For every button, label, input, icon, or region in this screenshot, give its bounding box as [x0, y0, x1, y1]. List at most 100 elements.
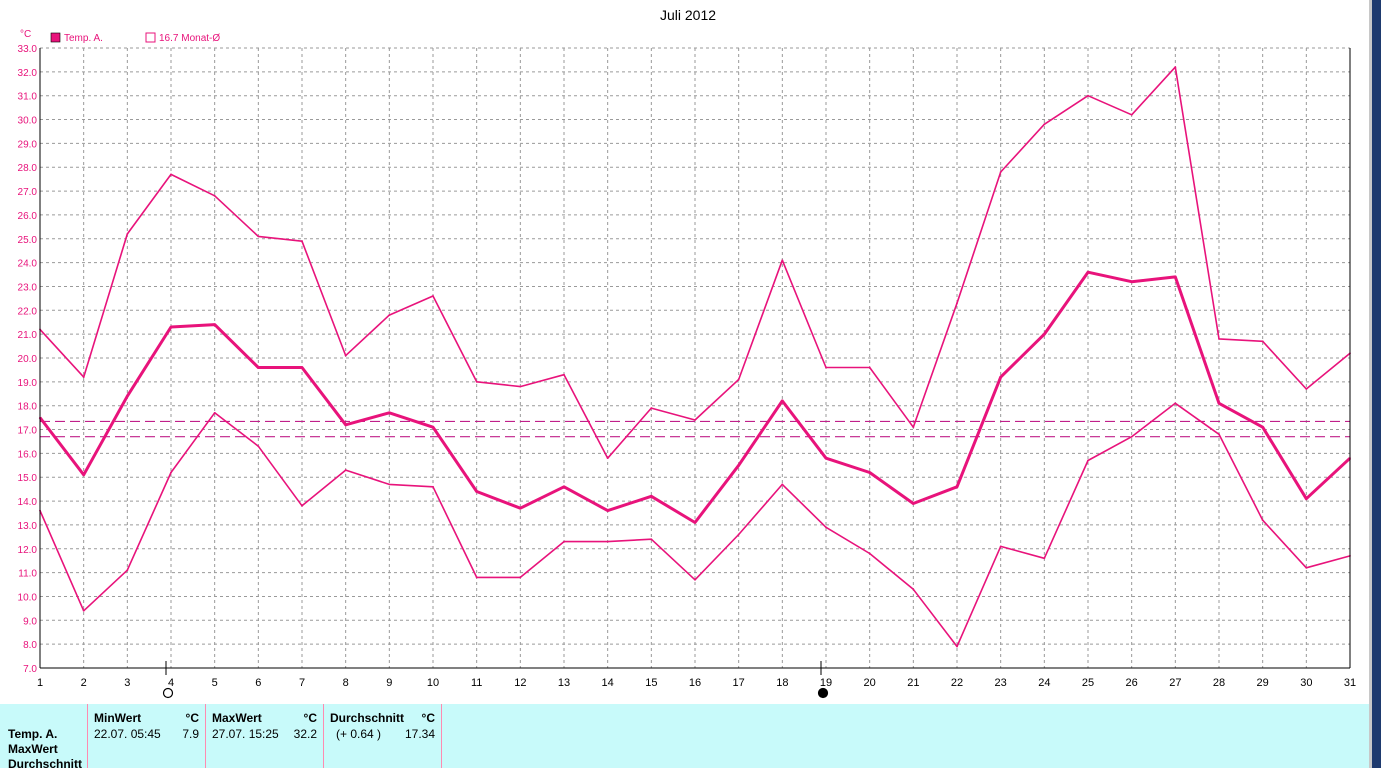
y-tick-label: 33.0 [18, 44, 38, 55]
x-tick-label: 20 [864, 677, 876, 689]
x-tick-label: 26 [1126, 677, 1138, 689]
data-point-mean [737, 464, 740, 467]
data-point-max [999, 171, 1002, 173]
y-tick-label: 14.0 [18, 497, 38, 508]
x-tick-label: 2 [81, 677, 87, 689]
data-point-max [868, 366, 871, 369]
chart-title: Juli 2012 [660, 7, 716, 23]
x-tick-label: 18 [776, 677, 788, 689]
data-point-mean [563, 485, 565, 488]
data-point-mean [1087, 271, 1089, 274]
data-point-mean [999, 376, 1002, 378]
x-tick-label: 9 [386, 677, 392, 689]
x-tick-label: 14 [602, 677, 614, 689]
legend-swatch-monthly-avg [145, 32, 156, 43]
y-tick-label: 30.0 [18, 116, 38, 127]
data-series [38, 66, 1352, 648]
x-tick-labels: 1 2 3 4 5 6 7 8 9 10 11 12 13 14 15 16 17 18 19 20 21 22 23 24 2… [37, 677, 1356, 689]
x-tick-label: 31 [1344, 677, 1356, 689]
data-point-mean [388, 411, 391, 414]
data-point-mean [1130, 280, 1133, 283]
min-value: 7.9 [182, 727, 199, 741]
x-tick-label: 30 [1300, 677, 1312, 689]
data-point-max [519, 385, 522, 388]
data-point-max [1130, 113, 1133, 116]
data-point-min [301, 504, 303, 507]
data-point-max [257, 235, 260, 238]
y-tick-label: 20.0 [18, 354, 38, 365]
data-point-mean [475, 490, 478, 493]
data-point-max [170, 173, 172, 176]
y-tick-label: 10.0 [18, 592, 38, 603]
data-point-min [606, 540, 609, 543]
legend-swatch-temp [50, 32, 61, 43]
data-point-max [213, 194, 216, 197]
y-tick-label: 21.0 [18, 330, 38, 341]
avg-header: Durchschnitt [330, 711, 405, 725]
data-point-max [737, 378, 740, 381]
data-point-min [170, 471, 172, 474]
y-tick-label: 26.0 [18, 211, 38, 222]
data-point-min [1130, 435, 1133, 438]
x-tick-label: 25 [1082, 677, 1094, 689]
data-point-min [737, 533, 740, 536]
y-tick-label: 7.0 [23, 664, 37, 675]
data-point-mean [606, 509, 609, 512]
y-tick-label: 8.0 [23, 640, 37, 651]
x-tick-label: 3 [124, 677, 130, 689]
x-tick-label: 15 [645, 677, 657, 689]
data-point-min [1261, 519, 1264, 522]
data-point-max [1218, 338, 1220, 340]
data-point-max [694, 419, 696, 421]
data-point-min [825, 526, 827, 529]
data-point-mean [956, 485, 958, 488]
data-point-max [432, 295, 434, 297]
data-point-min [781, 483, 784, 486]
y-tick-label: 18.0 [18, 402, 38, 413]
data-point-max [1261, 340, 1264, 343]
y-tick-label: 25.0 [18, 235, 38, 246]
moon-phase-markers [162, 661, 829, 699]
data-point-max [126, 233, 129, 235]
data-point-mean [257, 366, 260, 369]
y-axis-unit-label: °C [20, 29, 31, 40]
data-point-min [912, 588, 915, 591]
avg-unit: °C [421, 711, 435, 725]
min-datetime: 22.07. 05:45 [94, 727, 161, 741]
stats-max-column: MaxWert °C 27.07. 15:25 32.2 [206, 704, 324, 768]
stats-min-column: MinWert °C 22.07. 05:45 7.9 [88, 704, 206, 768]
grid-lines [40, 47, 1351, 668]
y-tick-label: 15.0 [18, 473, 38, 484]
data-point-mean [650, 495, 653, 498]
full-moon-icon [162, 687, 174, 699]
x-tick-label: 21 [907, 677, 919, 689]
data-point-max [956, 302, 958, 305]
data-point-max [563, 373, 565, 376]
legend-label-temp: Temp. A. [64, 33, 103, 44]
y-tick-label: 31.0 [18, 92, 38, 103]
data-point-mean [912, 502, 915, 505]
x-tick-label: 12 [514, 677, 526, 689]
data-point-max [1087, 94, 1089, 97]
max-unit: °C [303, 711, 317, 725]
axes [39, 48, 1351, 669]
data-point-min [1087, 459, 1089, 462]
x-tick-label: 6 [255, 677, 261, 689]
data-point-min [432, 485, 434, 488]
data-point-min [694, 578, 696, 581]
data-point-mean [1174, 276, 1177, 278]
max-value: 32.2 [293, 727, 317, 741]
y-tick-label: 11.0 [18, 569, 37, 580]
x-tick-label: 7 [299, 677, 305, 689]
y-tick-label: 32.0 [18, 68, 38, 79]
y-tick-label: 28.0 [18, 163, 38, 174]
data-point-mean [694, 521, 696, 524]
data-point-min [650, 538, 653, 541]
x-tick-label: 29 [1257, 677, 1269, 689]
legend-label-monthly-avg: 16.7 Monat-Ø [159, 33, 220, 44]
x-tick-label: 8 [343, 677, 349, 689]
x-tick-label: 19 [820, 677, 832, 689]
data-point-mean [1218, 402, 1220, 405]
x-tick-label: 1 [37, 677, 43, 689]
y-tick-label: 27.0 [18, 187, 38, 198]
